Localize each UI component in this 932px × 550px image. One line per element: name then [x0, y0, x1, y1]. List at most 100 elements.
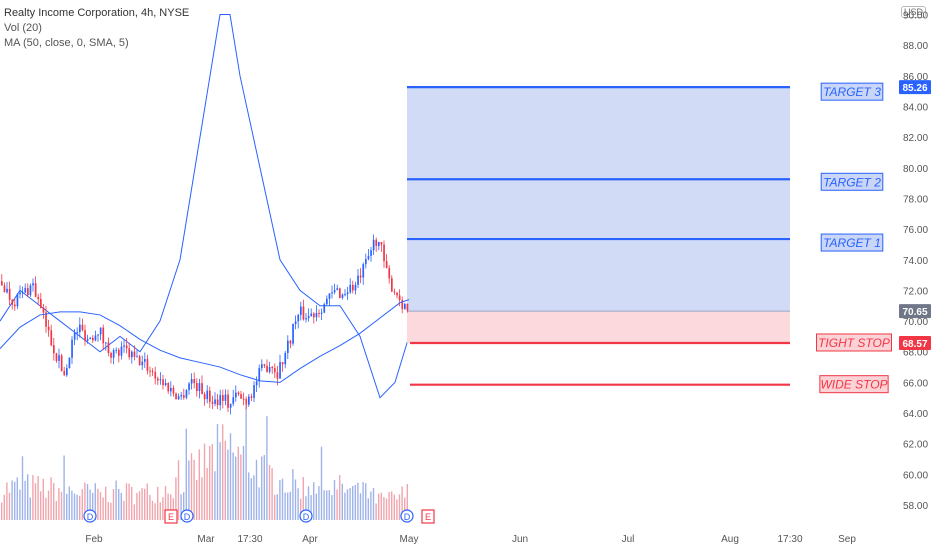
candle-body: [164, 383, 167, 386]
earnings-letter: E: [425, 512, 431, 522]
candles: [1, 234, 409, 415]
volume-bar: [97, 488, 99, 520]
volume-bar: [398, 494, 401, 520]
volume-bar: [45, 497, 47, 520]
price-tick-label: 82.00: [903, 133, 928, 144]
volume-bar: [404, 497, 406, 520]
candle-body: [341, 294, 344, 298]
candle-body: [14, 304, 16, 307]
volume-bar: [14, 481, 16, 520]
candle-body: [248, 396, 250, 405]
symbol-title[interactable]: Realty Income Corporation, 4h, NYSE: [4, 7, 190, 19]
badge-box: [899, 304, 931, 319]
volume-bar: [50, 477, 52, 520]
price-tick-label: 58.00: [903, 501, 928, 512]
candle-body: [253, 385, 255, 398]
candle-body: [97, 334, 99, 336]
candle-body: [167, 383, 170, 392]
level-label-target-1[interactable]: TARGET 1: [820, 233, 884, 252]
candle-body: [365, 259, 367, 265]
earnings-box: [164, 509, 178, 524]
stop-zone[interactable]: [407, 311, 790, 343]
price-tick-label: 60.00: [903, 470, 928, 481]
time-axis[interactable]: Feb Mar 17:30 Apr May Jun Jul Aug 17:30 Sep: [85, 534, 856, 545]
level-label-tight-stop[interactable]: TIGHT STOP: [816, 333, 892, 352]
volume-bar: [3, 494, 5, 520]
level-label-target-2[interactable]: TARGET 2: [820, 172, 884, 191]
candle-body: [16, 294, 19, 307]
volume-bar: [375, 503, 377, 520]
earnings-letter: E: [168, 512, 174, 522]
volume-bar: [287, 492, 289, 520]
price-tick-label: 78.00: [903, 194, 928, 205]
dividend-marker[interactable]: D: [180, 509, 194, 523]
candle-body: [1, 281, 3, 286]
volume-bar: [196, 479, 198, 520]
level-label-target-3[interactable]: TARGET 3: [820, 82, 884, 101]
volume-bar: [333, 480, 336, 520]
volume-bar: [19, 489, 21, 520]
dividend-marker[interactable]: D: [299, 509, 313, 523]
candle-body: [125, 345, 128, 349]
dividend-marker[interactable]: D: [83, 509, 97, 523]
volume-bar: [315, 493, 317, 520]
volume-bar: [123, 500, 125, 520]
candle-body: [222, 395, 224, 401]
candle-body: [42, 307, 45, 313]
volume-bar: [341, 483, 343, 520]
candle-body: [370, 250, 372, 256]
candle-body: [258, 368, 261, 382]
candle-body: [307, 316, 310, 319]
candle-body: [68, 357, 71, 368]
candle-body: [354, 284, 357, 291]
volume-bar: [240, 454, 242, 520]
time-tick-label: 17:30: [777, 534, 802, 545]
candle-body: [183, 395, 185, 398]
dividend-letter: D: [87, 512, 94, 522]
candle-body: [50, 330, 53, 346]
candle-body: [326, 298, 328, 305]
profit-zone[interactable]: [407, 87, 790, 312]
volume-bar: [365, 483, 367, 520]
earnings-marker[interactable]: E: [164, 509, 178, 524]
candle-body: [378, 242, 380, 247]
volume-bar: [214, 471, 216, 520]
volume-bar: [302, 477, 304, 520]
volume-bar: [11, 480, 13, 520]
volume-bar: [279, 480, 281, 520]
candle-body: [224, 394, 227, 401]
volume-bar: [193, 459, 195, 520]
candle-body: [245, 398, 248, 405]
candle-body: [393, 291, 396, 293]
volume-bar: [261, 456, 263, 520]
volume-indicator-label[interactable]: Vol (20): [4, 22, 42, 34]
volume-bar: [118, 488, 120, 520]
level-label-wide-stop[interactable]: WIDE STOP: [819, 375, 889, 394]
volume-bar: [206, 468, 208, 520]
volume-bar: [300, 498, 302, 520]
volume-bar: [68, 486, 70, 520]
label-text: WIDE STOP: [820, 378, 887, 392]
volume-bar: [76, 494, 78, 520]
volume-bar: [89, 489, 91, 520]
candle-body: [55, 353, 58, 361]
candle-body: [123, 345, 125, 347]
volume-bar: [378, 493, 380, 520]
ma-indicator-label[interactable]: MA (50, close, 0, SMA, 5): [4, 37, 129, 49]
dividend-marker[interactable]: D: [400, 509, 414, 523]
candle-body: [359, 275, 362, 278]
candle-body: [86, 338, 89, 341]
volume-bar: [125, 483, 128, 520]
currency-badge[interactable]: USD: [900, 6, 926, 18]
candle-body: [216, 399, 219, 406]
volume-bar: [141, 488, 143, 520]
candle-body: [120, 346, 123, 356]
label-text: TARGET 2: [823, 175, 881, 189]
earnings-marker[interactable]: E: [421, 509, 435, 524]
volume-bar: [107, 502, 109, 520]
candle-body: [45, 312, 47, 327]
volume-bar: [172, 498, 174, 520]
candle-body: [34, 283, 37, 297]
price-axis[interactable]: 58.00 60.00 62.00 64.00 66.00 68.00 70.00 72.00…: [903, 11, 928, 513]
